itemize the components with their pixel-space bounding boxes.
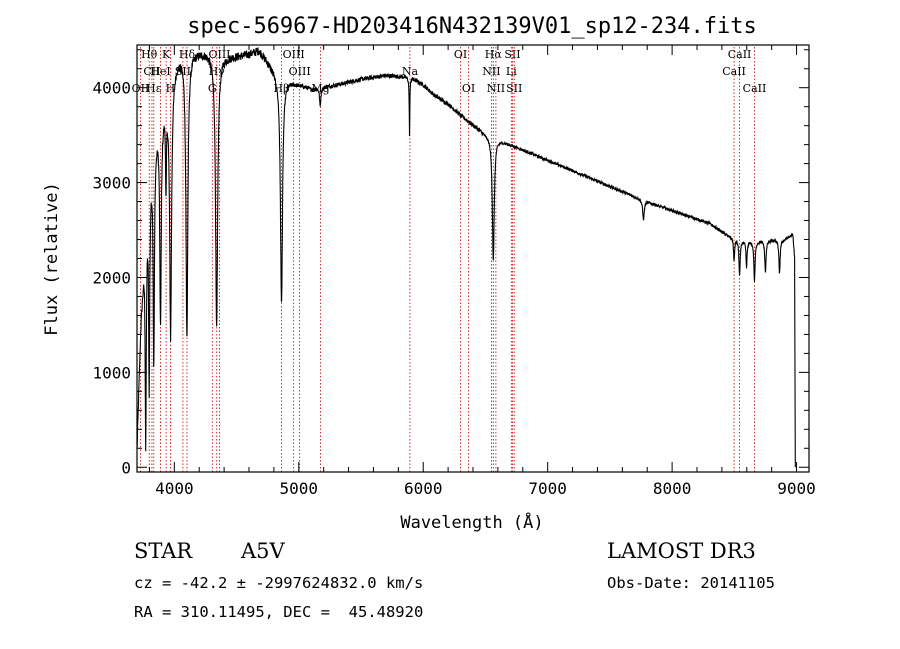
y-tick-label: 4000 <box>92 79 131 98</box>
spectral-subclass: A5V <box>241 539 285 563</box>
line-marker-label: CaII <box>728 48 752 61</box>
x-tick-label: 5000 <box>280 479 319 498</box>
line-marker-label: K <box>162 48 171 61</box>
line-marker-label: SII <box>504 48 520 61</box>
line-marker-label: Hα <box>485 48 503 61</box>
line-marker-label: NII <box>487 82 505 95</box>
line-marker-label: Mg <box>311 82 329 95</box>
line-marker-label: Li <box>506 65 517 78</box>
obs-date: Obs-Date: 20141105 <box>607 574 775 592</box>
x-tick-label: 4000 <box>155 479 194 498</box>
y-tick-label: 2000 <box>92 268 131 287</box>
axis-ticks: 4000 5000 6000 7000 8000 9000 0 1000 2000 3000 400… <box>92 45 816 498</box>
line-marker-label: OII <box>132 82 150 95</box>
x-tick-label: 8000 <box>653 479 692 498</box>
x-axis-label: Wavelength (Å) <box>400 511 543 533</box>
survey-name: LAMOST DR3 <box>607 539 756 563</box>
line-marker-label: Hε <box>146 82 162 95</box>
x-tick-label: 7000 <box>528 479 567 498</box>
line-marker-label: OI <box>454 48 467 61</box>
line-marker-label: OIII <box>283 48 305 61</box>
line-marker-label: CaII <box>743 82 767 95</box>
y-tick-label: 3000 <box>92 174 131 193</box>
line-marker-label: OIII <box>208 48 230 61</box>
line-marker-label: H <box>166 82 176 95</box>
x-tick-label: 9000 <box>777 479 816 498</box>
y-axis-label: Flux (relative) <box>42 182 62 336</box>
line-marker-label: CII <box>143 65 160 78</box>
line-marker-label: OI <box>462 82 475 95</box>
y-tick-label: 0 <box>121 458 131 477</box>
line-marker-label: OIII <box>289 65 311 78</box>
line-marker-label: SII <box>506 82 522 95</box>
line-marker-label: Na <box>402 65 419 78</box>
chart-title: spec-56967-HD203416N432139V01_sp12-234.f… <box>187 14 757 39</box>
line-marker-label: NII <box>482 65 500 78</box>
plot-frame <box>136 44 810 473</box>
line-marker-label: HeI <box>150 65 170 78</box>
line-marker-label: Hδ <box>179 48 196 61</box>
spectrum-line <box>136 47 796 468</box>
coordinates: RA = 310.11495, DEC = 45.48920 <box>134 603 424 621</box>
x-tick-label: 6000 <box>404 479 443 498</box>
y-tick-label: 1000 <box>92 363 131 382</box>
line-marker-label: G <box>208 82 217 95</box>
redshift-line: cz = -42.2 ± -2997624832.0 km/s <box>134 574 424 592</box>
object-class: STAR <box>134 539 193 563</box>
line-marker-label: CaII <box>722 65 746 78</box>
